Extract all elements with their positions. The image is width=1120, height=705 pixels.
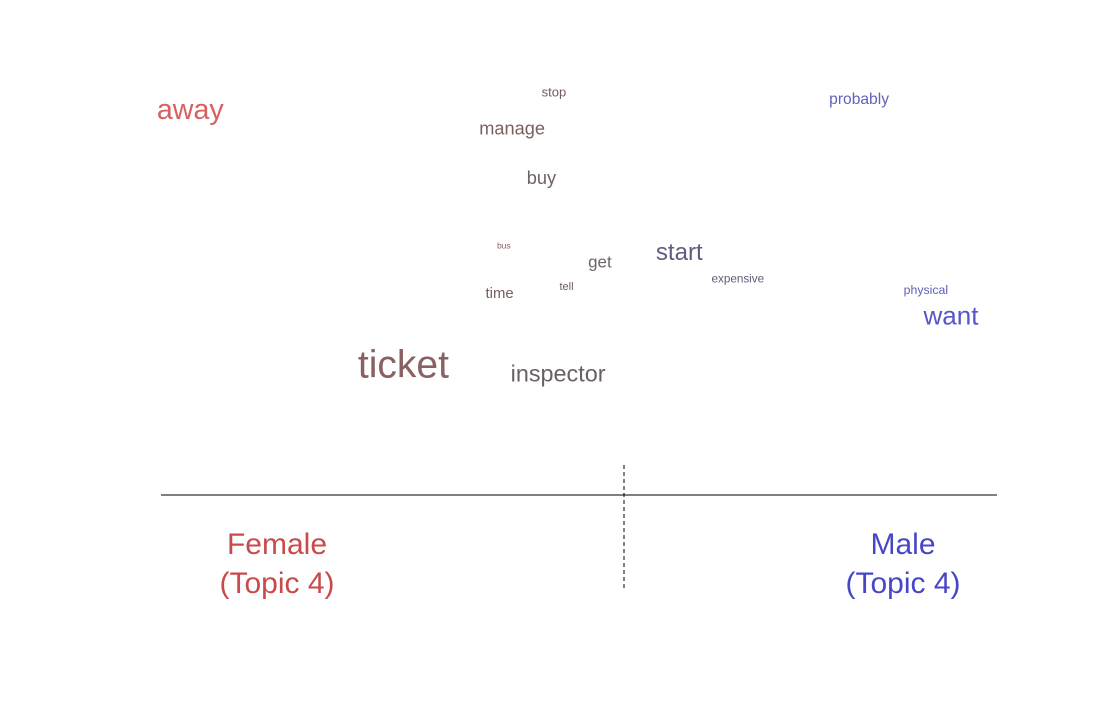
word-buy: buy bbox=[527, 168, 557, 188]
male-topic-label: (Topic 4) bbox=[845, 567, 960, 600]
word-layer: away stop probably manage buy bus start get expe… bbox=[157, 84, 979, 386]
female-topic-label: (Topic 4) bbox=[219, 567, 334, 600]
word-start: start bbox=[656, 239, 703, 266]
word-ticket: ticket bbox=[358, 344, 449, 387]
word-probably: probably bbox=[829, 91, 889, 108]
word-stop: stop bbox=[542, 84, 567, 99]
word-inspector: inspector bbox=[511, 360, 606, 386]
word-bus: bus bbox=[497, 240, 511, 250]
word-expensive: expensive bbox=[711, 273, 764, 286]
word-tell: tell bbox=[559, 281, 573, 293]
word-away: away bbox=[157, 94, 224, 126]
male-group-label: Male bbox=[870, 528, 935, 561]
word-time: time bbox=[486, 286, 514, 302]
word-want: want bbox=[923, 300, 980, 330]
word-get: get bbox=[588, 252, 612, 271]
word-manage: manage bbox=[479, 118, 545, 138]
female-group-label: Female bbox=[227, 528, 327, 561]
word-physical: physical bbox=[904, 283, 948, 297]
